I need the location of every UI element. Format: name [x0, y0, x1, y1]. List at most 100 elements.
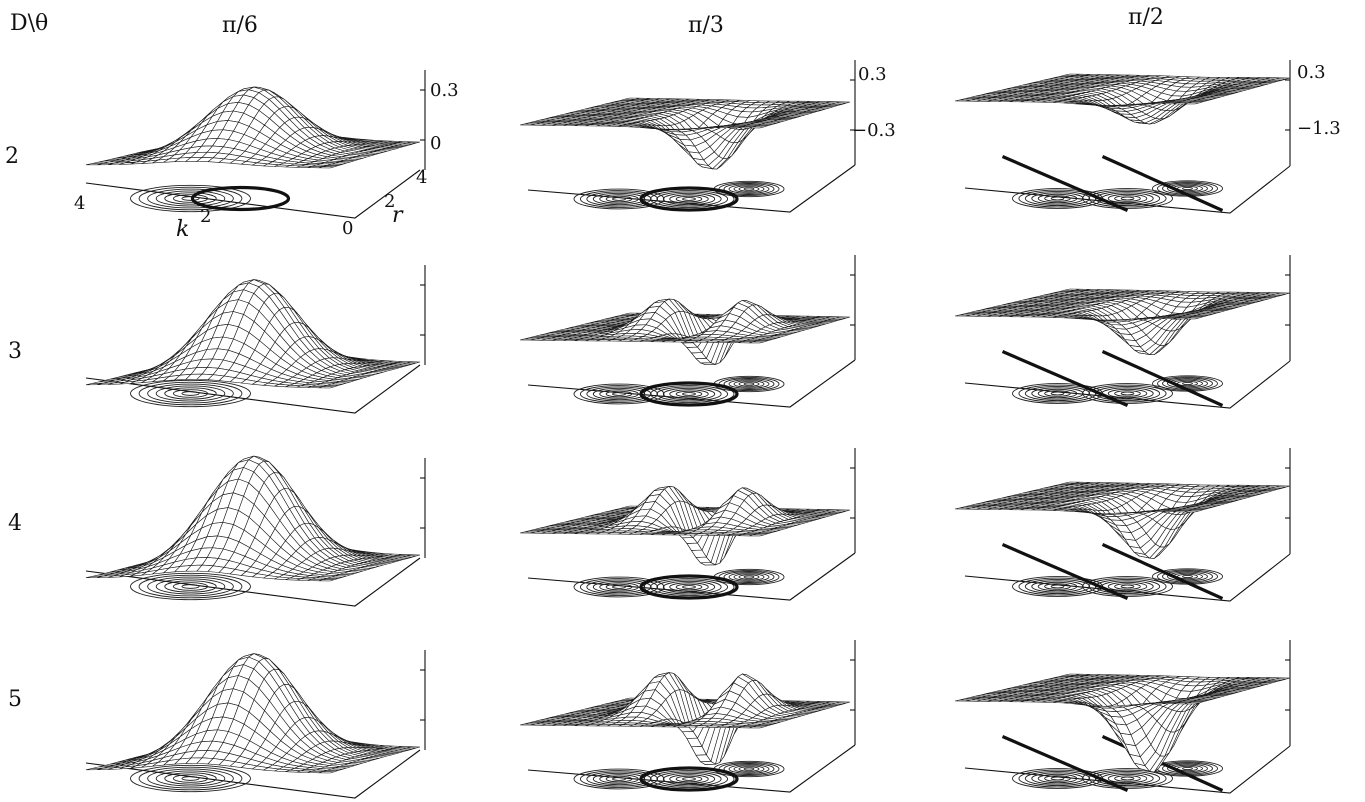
- contour-line: [592, 192, 646, 206]
- contour-line: [733, 185, 765, 193]
- column-header-3: π/2: [1128, 5, 1164, 30]
- panel-3-0: [85, 265, 426, 414]
- panel-2-1: [519, 60, 856, 213]
- contour-line: [181, 196, 200, 201]
- contour-line: [675, 390, 703, 398]
- contour-line: [1044, 195, 1071, 202]
- contour-line: [1107, 193, 1148, 204]
- contour-line: [743, 575, 755, 579]
- panel-4-1: [519, 448, 856, 601]
- panel-2-2: [954, 60, 1291, 214]
- contour-line: [1094, 190, 1161, 207]
- mesh-cell: [749, 126, 765, 129]
- contour-line: [172, 194, 209, 203]
- contour-line: [147, 383, 234, 404]
- contour-line: [586, 191, 652, 207]
- contour-line: [656, 191, 722, 207]
- corner-label: D\θ: [10, 11, 48, 36]
- thick-contour: [190, 185, 291, 212]
- z-tick-c2-top: 0.3: [858, 64, 887, 85]
- contour-line: [723, 183, 775, 195]
- mesh-cell: [318, 166, 335, 169]
- contour-line: [181, 776, 200, 781]
- z-tick-c1-top: 0.3: [430, 80, 459, 101]
- contour-line: [743, 382, 755, 386]
- contour-line: [1167, 183, 1208, 194]
- contour-line: [605, 195, 633, 203]
- contour-line: [682, 392, 696, 396]
- contour-line: [1024, 190, 1091, 207]
- contour-line: [612, 585, 626, 589]
- thick-contour: [639, 381, 739, 407]
- contour-line: [1114, 390, 1141, 397]
- r-tick-4: 4: [416, 167, 427, 188]
- nodal-line: [1101, 155, 1224, 212]
- contour-line: [743, 187, 755, 191]
- contour-line: [147, 188, 234, 209]
- row-label-1: 2: [5, 144, 19, 169]
- contour-line: [1120, 391, 1135, 396]
- k-tick-2: 2: [200, 206, 211, 227]
- row-label-3: 4: [8, 511, 22, 536]
- contour-line: [1088, 189, 1167, 208]
- contour-line: [1120, 196, 1135, 201]
- contour-line: [738, 186, 760, 192]
- contour-line: [164, 192, 217, 205]
- contour-line: [130, 184, 251, 213]
- contour-line: [573, 188, 665, 210]
- axis-frame: [964, 165, 1291, 214]
- nodal-line: [1001, 155, 1129, 212]
- contour-line: [1050, 584, 1065, 589]
- r-tick-2: 2: [384, 191, 395, 212]
- contour-line: [181, 584, 200, 589]
- panel-2-0: [85, 70, 426, 219]
- contour-line: [1182, 381, 1193, 386]
- contour-line: [181, 391, 200, 396]
- k-axis-label: k: [176, 217, 189, 242]
- contour-line: [669, 194, 709, 204]
- contour-line: [1050, 391, 1065, 396]
- contour-line: [1082, 188, 1173, 209]
- panel-5-0: [85, 650, 426, 799]
- panel-3-1: [519, 255, 856, 408]
- contour-line: [1114, 583, 1141, 590]
- axis-frame: [85, 169, 421, 219]
- column-header-1: π/6: [222, 13, 258, 38]
- contour-line: [675, 583, 703, 591]
- contour-line: [147, 768, 234, 789]
- contour-line: [147, 576, 234, 597]
- contour-line: [1114, 195, 1141, 202]
- z-tick-c3-bottom: −1.3: [1297, 118, 1341, 139]
- r-tick-0: 0: [342, 218, 353, 239]
- row-label-4: 5: [8, 687, 22, 712]
- contour-line: [612, 392, 626, 396]
- panel-3-2: [954, 255, 1291, 409]
- contour-line: [728, 184, 770, 194]
- thick-contour: [639, 186, 739, 212]
- contour-line: [649, 190, 729, 208]
- z-tick-c3-top: 0.3: [1297, 62, 1326, 83]
- contour-line: [155, 190, 226, 207]
- contour-line: [579, 190, 659, 208]
- row-label-2: 3: [8, 339, 22, 364]
- contour-line: [682, 197, 696, 201]
- contour-line: [138, 186, 243, 211]
- contour-line: [599, 194, 639, 204]
- contour-line: [675, 195, 703, 203]
- thick-contour: [639, 574, 739, 600]
- contour-line: [1182, 186, 1193, 191]
- k-tick-4: 4: [74, 193, 85, 214]
- panel-4-0: [85, 455, 426, 607]
- contour-line: [605, 390, 633, 398]
- contour-line: [612, 197, 626, 201]
- r-axis-label: r: [392, 203, 404, 228]
- contour-line: [682, 585, 696, 589]
- contour-line: [605, 583, 633, 591]
- contour-line: [1120, 584, 1135, 589]
- contour-line: [1050, 196, 1065, 201]
- z-tick-c2-bottom: −0.3: [852, 120, 896, 141]
- contour-line: [1031, 192, 1084, 205]
- z-tick-c1-bottom: 0: [430, 133, 441, 154]
- panel-4-2: [954, 448, 1291, 602]
